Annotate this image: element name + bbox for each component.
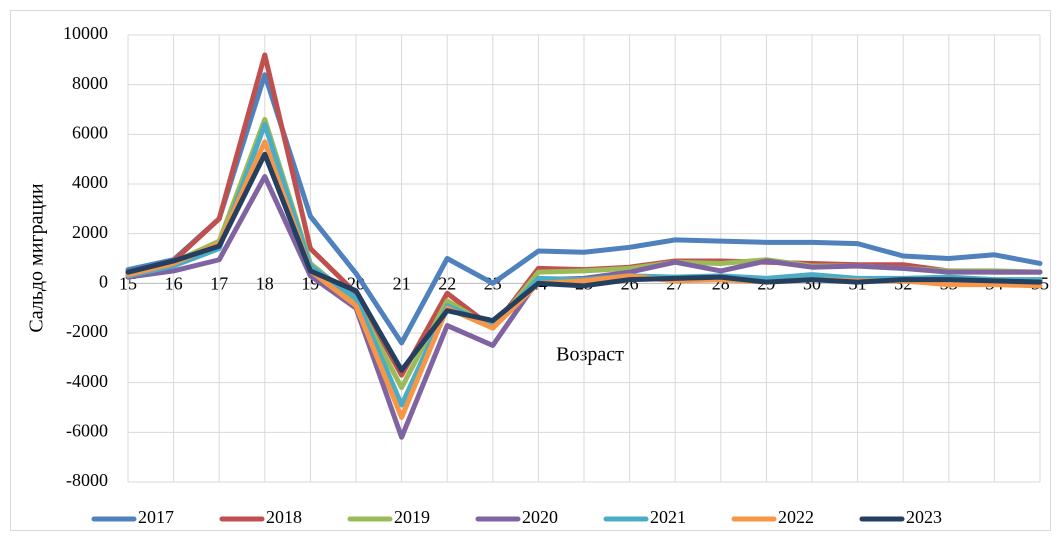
legend-label: 2023 bbox=[906, 507, 942, 527]
series-line bbox=[125, 151, 1043, 373]
x-axis-title: Возраст bbox=[556, 344, 624, 366]
y-tick-label: 2000 bbox=[72, 222, 108, 242]
y-tick-label: 0 bbox=[99, 271, 108, 291]
y-tick-label: -8000 bbox=[66, 470, 108, 490]
y-axis-title: Сальдо миграции bbox=[26, 183, 48, 333]
legend-label: 2018 bbox=[266, 507, 302, 527]
legend-label: 2022 bbox=[778, 507, 814, 527]
legend-label: 2021 bbox=[650, 507, 686, 527]
x-tick-label: 17 bbox=[210, 273, 228, 293]
legend-label: 2020 bbox=[522, 507, 558, 527]
legend-label: 2017 bbox=[138, 507, 174, 527]
y-tick-label: 6000 bbox=[72, 122, 108, 142]
x-tick-label: 21 bbox=[393, 273, 411, 293]
y-tick-label: 4000 bbox=[72, 172, 108, 192]
legend-label: 2019 bbox=[394, 507, 430, 527]
x-tick-label: 16 bbox=[165, 273, 183, 293]
y-tick-label: 8000 bbox=[72, 73, 108, 93]
y-tick-label: -6000 bbox=[66, 420, 108, 440]
y-tick-label: -2000 bbox=[66, 321, 108, 341]
x-tick-label: 18 bbox=[256, 273, 274, 293]
x-tick-label: 22 bbox=[438, 273, 456, 293]
y-tick-label: 10000 bbox=[63, 23, 108, 43]
y-tick-label: -4000 bbox=[66, 371, 108, 391]
